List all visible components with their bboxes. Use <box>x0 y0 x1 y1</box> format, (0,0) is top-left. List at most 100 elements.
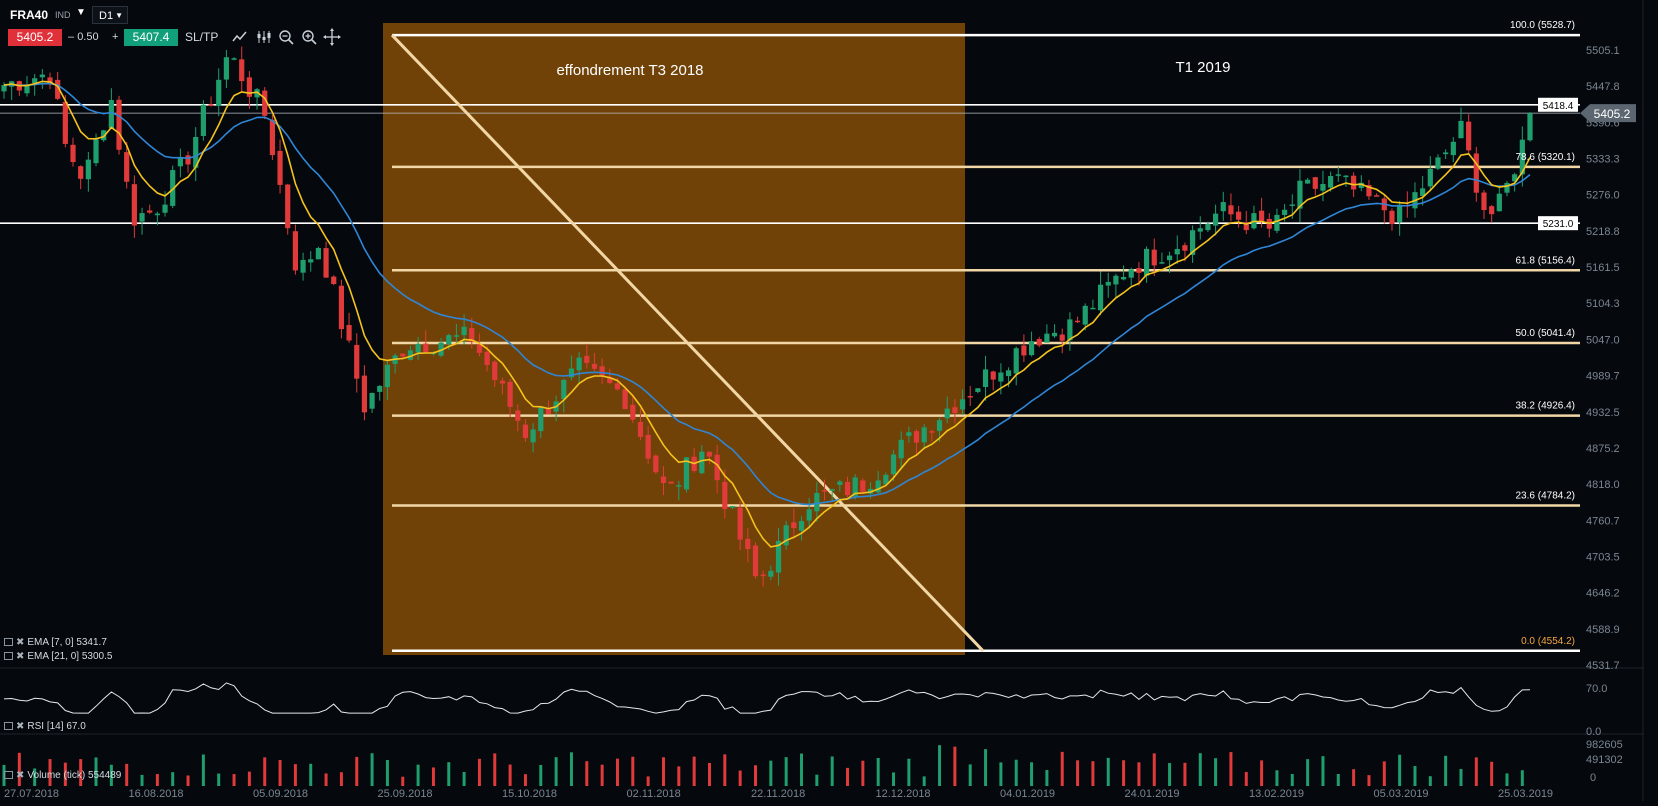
crosshair-icon[interactable] <box>323 28 341 46</box>
candle-body <box>400 353 406 357</box>
candle-body <box>1366 185 1372 197</box>
volume-bar <box>17 752 21 786</box>
candle-body <box>131 184 137 226</box>
rsi-value: 67.0 <box>66 721 86 732</box>
volume-bar <box>1229 752 1233 786</box>
price-axis-tick: 4588.9 <box>1586 624 1620 636</box>
candle-body <box>369 392 375 409</box>
volume-bar <box>278 760 282 786</box>
candle-body <box>1136 268 1142 273</box>
candle-body <box>1527 113 1533 141</box>
candle-body <box>231 58 237 60</box>
volume-bar <box>861 760 865 786</box>
candle-body <box>1051 332 1058 337</box>
candle-body <box>361 375 368 413</box>
volume-bar <box>1413 766 1417 786</box>
candle-body <box>170 170 176 206</box>
candle-body <box>1243 222 1249 231</box>
date-axis-tick: 02.11.2018 <box>627 788 681 800</box>
volume-axis-tick: 0 <box>1590 772 1596 784</box>
close-icon[interactable]: ✖ <box>16 721 25 732</box>
plus-sign: + <box>112 31 119 43</box>
candle-body <box>944 408 950 419</box>
candle-body <box>331 276 337 284</box>
volume-bar <box>309 763 313 786</box>
candle-body <box>814 492 820 512</box>
candle-body <box>239 59 245 82</box>
candle-body <box>323 248 329 278</box>
symbol-dropdown-icon[interactable]: ▼ <box>76 7 86 18</box>
candle-body <box>706 451 713 457</box>
candle-body <box>913 431 920 443</box>
sell-button[interactable]: 5405.2 <box>8 29 62 46</box>
volume-bar <box>984 749 988 786</box>
indicators-icon[interactable] <box>255 28 273 46</box>
fib-level-label: 50.0 (5041.4) <box>1516 328 1576 339</box>
current-price-label: 5405.2 <box>1594 107 1631 121</box>
candle-body <box>890 454 897 475</box>
volume-bar <box>171 772 175 786</box>
settings-icon[interactable] <box>4 771 13 780</box>
volume-bar <box>907 758 911 786</box>
chart-type-icon[interactable] <box>231 28 249 46</box>
price-axis-tick: 4531.7 <box>1586 660 1620 672</box>
candle-body <box>78 166 84 179</box>
candle-body <box>70 144 76 163</box>
candle-body <box>1274 214 1280 231</box>
zoom-out-icon[interactable] <box>277 28 295 46</box>
candle-body <box>1097 284 1104 311</box>
volume-bar <box>1306 759 1310 786</box>
symbol-type-label: IND <box>55 10 71 20</box>
volume-bar <box>48 759 52 786</box>
candle-body <box>1466 121 1472 151</box>
candle-body <box>93 139 99 164</box>
candle-body <box>1496 193 1502 212</box>
volume-bar <box>416 764 420 786</box>
volume-bar <box>539 764 543 786</box>
candle-body <box>883 474 889 485</box>
candle-body <box>837 481 843 485</box>
candle-body <box>1236 211 1242 220</box>
candle-body <box>967 396 973 398</box>
close-icon[interactable]: ✖ <box>16 637 25 648</box>
buy-button[interactable]: 5407.4 <box>124 29 178 46</box>
candle-body <box>561 379 567 400</box>
candle-body <box>507 381 513 407</box>
candle-body <box>821 490 828 492</box>
volume-bar <box>615 758 619 786</box>
candle-body <box>223 57 229 80</box>
candle-body <box>108 100 114 129</box>
candle-body <box>852 477 858 497</box>
volume-bar <box>125 763 129 786</box>
volume-axis-tick: 982605 <box>1586 739 1623 751</box>
ema21-value: 5300.5 <box>81 651 113 662</box>
candle-body <box>246 77 252 97</box>
candle-body <box>55 79 61 99</box>
volume-bar <box>922 776 926 786</box>
price-axis-tick: 4646.2 <box>1586 588 1620 600</box>
candle-body <box>898 439 904 459</box>
volume-bar <box>1382 761 1386 786</box>
date-axis-tick: 24.01.2019 <box>1125 788 1180 800</box>
volume-bar <box>232 774 236 786</box>
candle-body <box>1197 228 1203 232</box>
zoom-in-icon[interactable] <box>300 28 318 46</box>
settings-icon[interactable] <box>4 652 13 661</box>
candle-body <box>162 204 168 213</box>
symbol-label[interactable]: FRA40 <box>10 8 49 22</box>
timeframe-select[interactable]: D1 ▼ <box>92 6 128 24</box>
volume-bar <box>938 745 942 786</box>
close-icon[interactable]: ✖ <box>16 651 25 662</box>
close-icon[interactable]: ✖ <box>16 770 25 781</box>
candle-body <box>423 343 429 353</box>
date-axis-tick: 04.01.2019 <box>1000 788 1055 800</box>
settings-icon[interactable] <box>4 638 13 647</box>
candle-body <box>1212 213 1219 226</box>
settings-icon[interactable] <box>4 722 13 731</box>
price-axis-tick: 5390.6 <box>1586 117 1620 129</box>
ema21-label: EMA [21, 0] <box>27 651 80 662</box>
sltp-button[interactable]: SL/TP <box>185 30 219 44</box>
candle-body <box>101 130 107 141</box>
